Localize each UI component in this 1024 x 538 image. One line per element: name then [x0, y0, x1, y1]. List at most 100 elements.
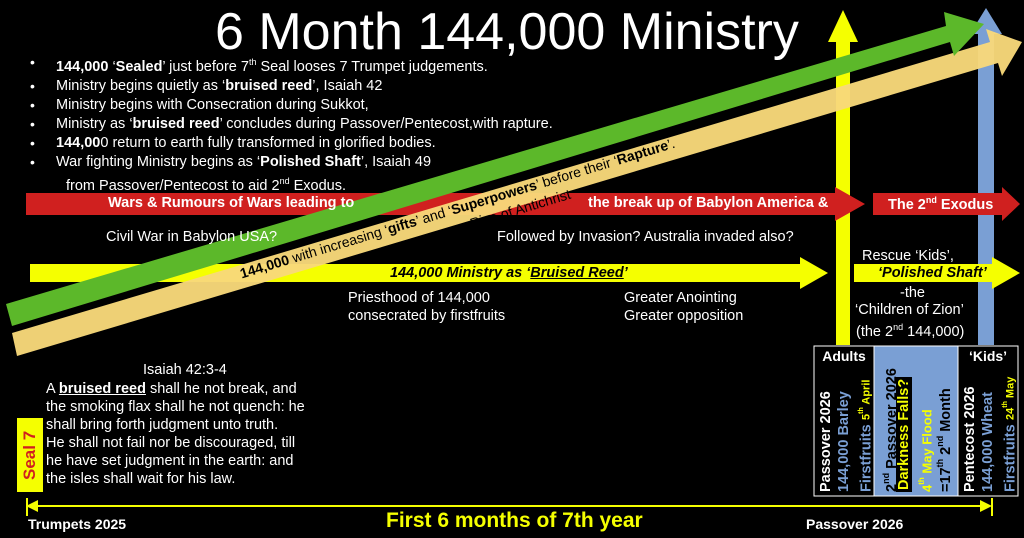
bullet-pre: War fighting Ministry begins as ‘ [56, 153, 261, 170]
rescue-l5-post: 144,000) [903, 323, 965, 340]
pentecost-l3sup: th [1002, 401, 1009, 409]
isaiah-l1-post: shall he not break, and [145, 381, 297, 397]
passover-l3-date: 5th April [858, 379, 873, 421]
passover-l3sup: th [858, 407, 865, 415]
bullet-mid1: ’ concludes during Passover/Pentecost,wi… [219, 115, 553, 132]
kids-heading: ‘Kids’ [968, 348, 1008, 364]
anointing-line2: Greater opposition [624, 308, 744, 324]
bullet-b1: bruised reed [132, 115, 220, 132]
pentecost-l3b: 24 [1004, 408, 1017, 421]
red-right-sup: nd [925, 195, 937, 205]
adults-box [813, 345, 875, 497]
bullet-item: Ministry begins quietly as ‘bruised reed… [30, 77, 553, 96]
pentecost-l3c: May [1004, 376, 1017, 402]
passover-l3b: 5 [860, 414, 873, 421]
rescue-line5: (the 2nd 144,000) [856, 318, 964, 341]
bullet-mid1: ‘ [108, 58, 116, 75]
isaiah-line5: he have set judgment in the earth: and [46, 453, 294, 469]
bullet-mid1: ’, Isaiah 49 [360, 153, 432, 170]
bullet-mid2: ’ just before 7 [162, 58, 249, 75]
pentecost-col-line3: Firstfruits 24th May [998, 368, 1019, 492]
rescue-l5-sup: nd [893, 322, 904, 332]
second-l3sup: th [917, 477, 926, 485]
priesthood-line1: Priesthood of 144,000 [348, 290, 490, 306]
pentecost-col-line2: 144,000 Wheat [980, 392, 996, 492]
bullet-mid1: ’, Isaiah 42 [312, 77, 383, 94]
vertical-yellow-arrow [828, 10, 858, 345]
bullet-continuation: from Passover/Pentecost to aid 2nd Exodu… [56, 172, 553, 196]
bullet-cont-sup: nd [279, 175, 290, 186]
bullet-list: 144,000 ‘Sealed’ just before 7th Seal lo… [30, 53, 553, 196]
passover-l3: Firstfruits [858, 424, 875, 492]
second-l4b: 2 [937, 446, 954, 459]
isaiah-l1-u: bruised reed [58, 381, 146, 397]
bullet-cont-post: Exodus. [289, 177, 347, 194]
red-right-pre: The 2 [888, 196, 926, 213]
isaiah-line2: the smoking flax shall he not quench: he [46, 399, 305, 415]
bullet-b1: Polished Shaft [260, 153, 361, 170]
passover-col-line3: Firstfruits 5th April [854, 368, 875, 492]
yellow-main-u: Bruised Reed [530, 265, 624, 281]
red-text-right: The 2nd Exodus [888, 195, 993, 213]
kids-box [957, 345, 1019, 497]
isaiah-l1-pre: A [46, 381, 59, 397]
yellow-main-text: 144,000 Ministry as ‘Bruised Reed’ [390, 265, 628, 281]
second-l4sup2: nd [935, 435, 945, 447]
bullet-pre: Ministry as ‘ [56, 115, 133, 132]
bottom-left-label: Trumpets 2025 [28, 516, 127, 532]
bullet-pre: Ministry begins quietly as ‘ [56, 77, 226, 94]
second-col-line4: =17th 2nd Month [932, 350, 954, 492]
bullet-item: 144,000 ‘Sealed’ just before 7th Seal lo… [30, 53, 553, 77]
bottom-right-label: Passover 2026 [806, 516, 904, 532]
yellow-main-post: ’ [623, 265, 628, 281]
bullet-item: War fighting Ministry begins as ‘Polishe… [30, 153, 553, 196]
yellow-main-pre: 144,000 Ministry as ‘ [390, 265, 531, 281]
rescue-line1: Rescue ‘Kids’, [862, 248, 954, 264]
second-l2: Darkness Falls? [896, 376, 912, 492]
seal7-box [17, 418, 43, 492]
seal7-label: Seal 7 [20, 430, 39, 480]
second-l4c: Month [937, 388, 954, 436]
pentecost-l3-date: 24th May [1002, 376, 1017, 421]
civil-war-label: Civil War in Babylon USA? [106, 229, 278, 245]
second-l4a: =17 [937, 467, 954, 492]
priesthood-line2: consecrated by firstfruits [348, 308, 506, 324]
page-title: 6 Month 144,000 Ministry [215, 3, 799, 61]
passover-l3c: April [860, 379, 873, 408]
bullet-b1: 144,00 [56, 134, 101, 151]
adults-heading: Adults [822, 348, 866, 364]
isaiah-line3: shall bring forth judgment unto truth. [46, 417, 279, 433]
red-text-left: Wars & Rumours of Wars leading to [108, 195, 355, 211]
bullet-item: Ministry as ‘bruised reed’ concludes dur… [30, 115, 553, 134]
red-text-mid: the break up of Babylon America & [588, 195, 829, 211]
bullet-pre: Ministry begins with Consecration during… [56, 96, 369, 113]
isaiah-line6: the isles shall wait for his law. [46, 471, 236, 487]
bullet-post: Seal looses 7 Trumpet judgements. [256, 58, 488, 75]
red-arrow-right [873, 187, 1020, 221]
pentecost-col-line1: Pentecost 2026 [962, 386, 978, 492]
rescue-line4: ‘Children of Zion’ [855, 302, 964, 318]
bottom-mid-label: First 6 months of 7th year [386, 509, 643, 532]
rescue-l5-pre: (the 2 [856, 323, 894, 340]
timeline-right-head [980, 500, 992, 512]
timeline-left-head [26, 500, 38, 512]
isaiah-line1: A bruised reed shall he not break, and [46, 380, 297, 398]
polished-shaft-text: ‘Polished Shaft’ [878, 265, 987, 281]
pentecost-l3: Firstfruits [1002, 424, 1019, 492]
passover-col-line1: Passover 2026 [818, 391, 834, 492]
invasion-label: Followed by Invasion? Australia invaded … [497, 229, 794, 245]
bullet-item: 144,000 return to earth fully transforme… [30, 134, 553, 153]
bullet-b2: Sealed [115, 58, 163, 75]
red-right-post: Exodus [936, 196, 994, 213]
second-l4sup: th [935, 458, 945, 468]
bullet-b1: 144,000 [56, 58, 109, 75]
bullet-mid1: 0 return to earth fully transformed in g… [100, 134, 436, 151]
bullet-item: Ministry begins with Consecration during… [30, 96, 553, 115]
second-l1-sup: nd [881, 472, 891, 484]
rescue-line3: -the [900, 285, 925, 301]
yellow-arrow-right [854, 257, 1020, 289]
isaiah-line4: He shall not fail nor be discouraged, ti… [46, 435, 296, 451]
bullet-b1: bruised reed [225, 77, 313, 94]
passover-col-line2: 144,000 Barley [836, 391, 852, 492]
